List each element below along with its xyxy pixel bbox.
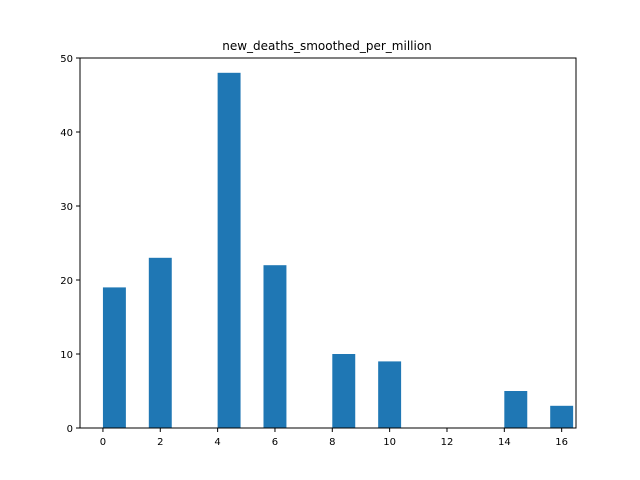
- x-axis: 0 2 4 6 8 10 12 14 16: [100, 428, 568, 448]
- y-tick-label-10: 10: [60, 350, 73, 361]
- y-tick-label-0: 0: [67, 424, 73, 435]
- bar-4: [332, 354, 356, 428]
- y-tick-label-40: 40: [60, 128, 73, 139]
- x-tick-label-8: 8: [329, 437, 335, 448]
- bar-2: [217, 72, 241, 429]
- bar-6: [504, 391, 528, 428]
- y-axis: 0 10 20 30 40 50: [60, 54, 80, 435]
- x-tick-label-16: 16: [555, 437, 568, 448]
- bar-3: [263, 265, 287, 428]
- x-tick-label-14: 14: [498, 437, 511, 448]
- y-tick-label-30: 30: [60, 202, 73, 213]
- x-tick-label-6: 6: [272, 437, 278, 448]
- bars-group: [102, 72, 574, 429]
- x-tick-label-12: 12: [441, 437, 454, 448]
- x-tick-label-10: 10: [383, 437, 396, 448]
- x-tick-label-0: 0: [100, 437, 106, 448]
- bar-7: [550, 405, 574, 428]
- bar-1: [148, 257, 172, 428]
- plot-frame: [79, 57, 577, 429]
- x-tick-label-4: 4: [214, 437, 220, 448]
- y-tick-label-20: 20: [60, 276, 73, 287]
- bar-0: [102, 287, 126, 428]
- chart-title: new_deaths_smoothed_per_million: [222, 39, 432, 53]
- y-tick-label-50: 50: [60, 54, 73, 65]
- bar-5: [378, 361, 402, 428]
- x-tick-label-2: 2: [157, 437, 163, 448]
